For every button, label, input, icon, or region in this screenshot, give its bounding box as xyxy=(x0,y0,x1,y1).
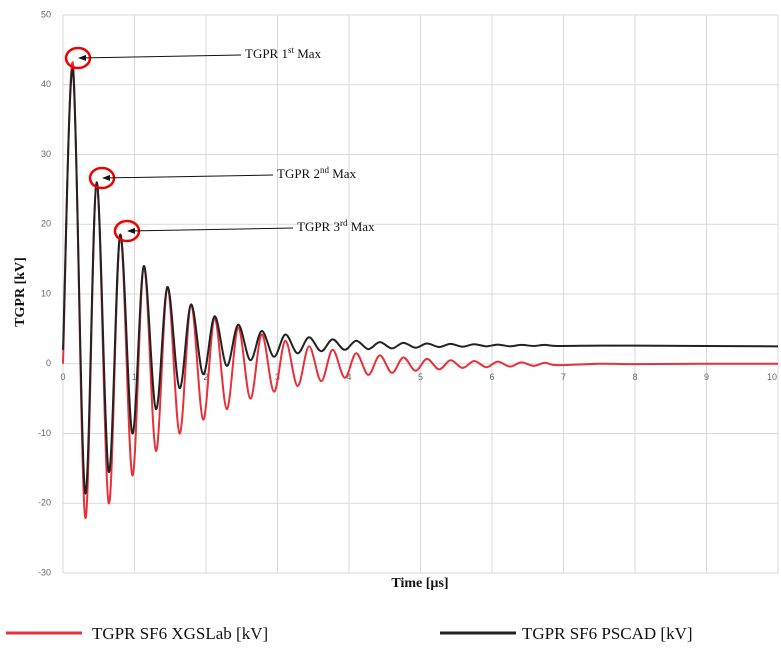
x-tick-label: 0 xyxy=(60,372,65,382)
y-axis-title: TGPR [kV] xyxy=(13,257,28,327)
annotation-text: TGPR 1 xyxy=(245,46,288,61)
annotation-text: Max xyxy=(294,46,322,61)
annotation-arrow xyxy=(102,174,274,181)
annotation-text: Max xyxy=(347,219,375,234)
annotation-sup: rd xyxy=(340,218,348,228)
annotation: TGPR 3rd Max xyxy=(297,218,375,234)
x-axis-title: Time [µs] xyxy=(391,576,448,591)
x-tick-label: 4 xyxy=(346,372,351,382)
x-tick-label: 10 xyxy=(767,372,777,382)
legend-label: TGPR SF6 PSCAD [kV] xyxy=(522,624,693,643)
annotation-arrow xyxy=(127,227,294,234)
x-tick-label: 1 xyxy=(132,372,137,382)
annotation: TGPR 1st Max xyxy=(245,45,322,61)
x-tick-label: 2 xyxy=(203,372,208,382)
y-tick-label: 20 xyxy=(41,219,51,229)
annotation-arrow xyxy=(78,54,242,61)
y-tick-label: 30 xyxy=(41,149,51,159)
annotation-sup: nd xyxy=(320,165,330,175)
annotation: TGPR 2nd Max xyxy=(277,165,357,181)
annotation-sup: st xyxy=(288,45,295,55)
y-tick-label: 10 xyxy=(41,288,51,298)
x-tick-label: 7 xyxy=(561,372,566,382)
y-tick-label: -10 xyxy=(38,428,51,438)
annotation-text: TGPR 3 xyxy=(297,219,340,234)
annotation-text: Max xyxy=(329,166,357,181)
y-tick-label: 40 xyxy=(41,79,51,89)
y-tick-label: 0 xyxy=(46,358,51,368)
legend-label: TGPR SF6 XGSLab [kV] xyxy=(92,624,268,643)
x-tick-label: 6 xyxy=(489,372,494,382)
data-line xyxy=(62,68,779,494)
x-tick-label: 5 xyxy=(418,372,423,382)
x-tick-label: 9 xyxy=(704,372,709,382)
x-tick-label: 8 xyxy=(632,372,637,382)
annotation-text: TGPR 2 xyxy=(277,166,320,181)
y-tick-label: -30 xyxy=(38,567,51,577)
y-tick-label: -20 xyxy=(38,498,51,508)
y-tick-label: 50 xyxy=(41,9,51,19)
